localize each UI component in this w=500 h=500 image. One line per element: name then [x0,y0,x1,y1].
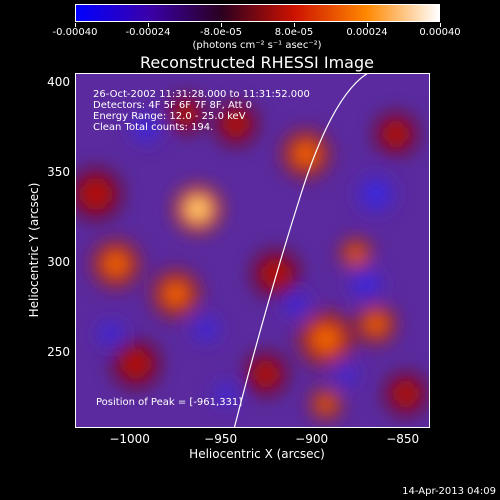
colorbar-tick-label: 8.0e-05 [274,27,314,38]
x-axis-tick-label: −900 [295,432,329,446]
x-axis-tick-label: −950 [204,432,238,446]
colorbar-tick-label: -0.00024 [125,27,171,38]
info-clean-counts: Clean Total counts: 194. [93,122,214,133]
colorbar-tick [294,23,295,27]
colorbar-tick [440,23,441,27]
colorbar-tick [221,23,222,27]
timestamp: 14-Apr-2013 04:09 [402,486,496,497]
colorbar-tick [75,23,76,27]
colorbar-units-label: (photons cm⁻² s⁻¹ asec⁻²) [192,40,322,51]
peak-position-label: Position of Peak = [-961,331] [96,397,243,408]
plot-title: Reconstructed RHESSI Image [140,53,374,72]
y-axis-tick-label: 400 [47,75,70,89]
y-axis-label: Heliocentric Y (arcsec) [27,182,41,318]
y-axis-tick-label: 250 [47,345,70,360]
x-axis-label: Heliocentric X (arcsec) [189,447,325,461]
x-axis-tick-label: −1000 [109,432,150,446]
info-energy-range: Energy Range: 12.0 - 25.0 keV [93,111,246,122]
colorbar-tick [148,23,149,27]
x-axis-tick-label: −850 [386,432,420,446]
colorbar-tick-label: 0.00024 [346,27,388,38]
colorbar-tick-label: 0.00040 [419,27,461,38]
rhessi-image-plot [75,73,430,428]
colorbar-tick-label: -0.00040 [52,27,98,38]
colorbar-tick-label: -8.0e-05 [200,27,242,38]
y-axis-tick-label: 300 [47,255,70,270]
info-time-range: 26-Oct-2002 11:31:28.000 to 11:31:52.000 [93,89,310,100]
rhessi-heatmap [76,74,429,427]
y-axis-tick-label: 350 [47,165,70,180]
info-detectors: Detectors: 4F 5F 6F 7F 8F, Att 0 [93,100,253,111]
colorbar [75,4,440,22]
colorbar-tick [367,23,368,27]
